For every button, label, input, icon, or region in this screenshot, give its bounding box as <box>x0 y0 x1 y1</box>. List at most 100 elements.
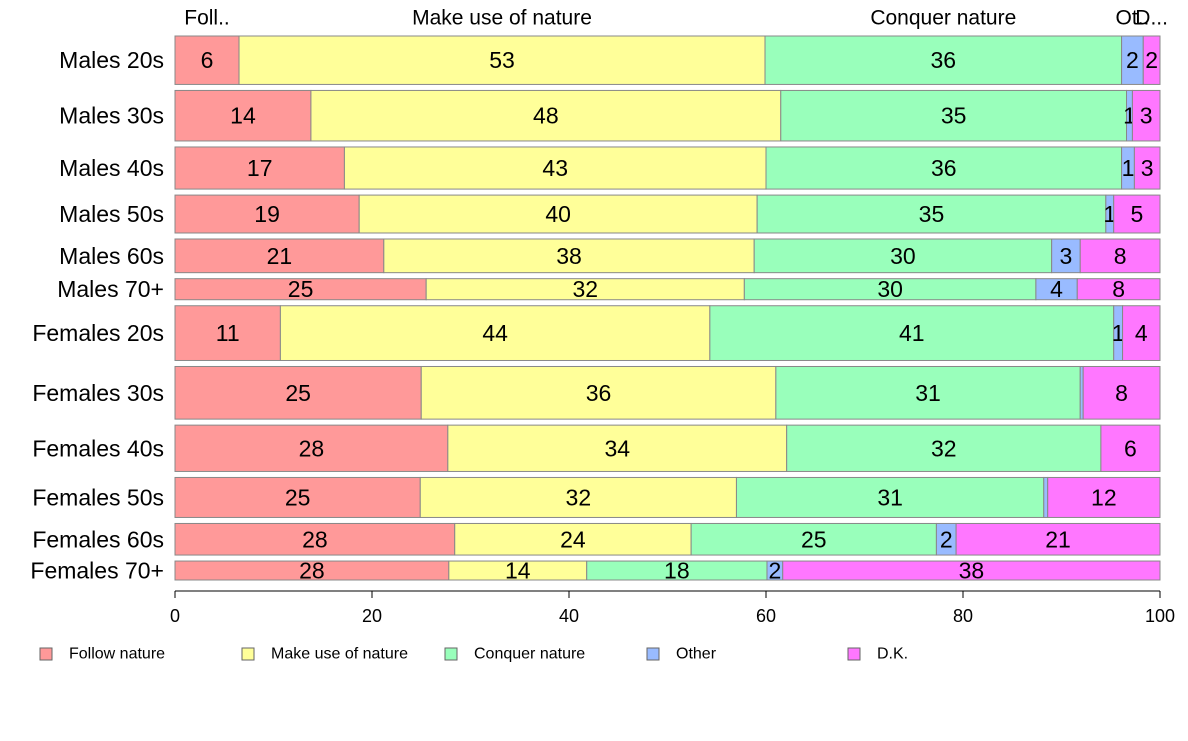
bar-segment-conquer-nature-females-20s <box>709 305 1115 361</box>
data-label-make-use-of-nature-females-20s: 44 <box>482 320 508 346</box>
legend-swatch-other <box>646 647 660 661</box>
data-label-conquer-nature-females-30s: 31 <box>915 380 941 406</box>
legend-swatch-d-k <box>847 647 861 661</box>
bar-segment-conquer-nature-males-60s <box>753 238 1053 274</box>
category-label-females-20s: Females 20s <box>32 320 164 346</box>
legend-label-follow-nature: Follow nature <box>69 646 165 663</box>
bar-segment-follow-nature-males-30s <box>174 89 312 142</box>
data-label-follow-nature-males-50s: 19 <box>254 201 280 227</box>
data-label-d-k-males-30s: 3 <box>1140 103 1153 129</box>
bar-segment-conquer-nature-males-40s <box>765 146 1123 190</box>
bar-segment-d-k-males-50s <box>1113 194 1161 234</box>
data-label-other-females-70: 2 <box>768 558 781 584</box>
bar-segment-d-k-males-20s <box>1142 35 1161 85</box>
data-label-other-males-50s: 1 <box>1103 201 1116 227</box>
data-label-make-use-of-nature-males-30s: 48 <box>533 103 559 129</box>
column-label-d-k: D... <box>1135 7 1168 30</box>
data-label-follow-nature-females-60s: 28 <box>302 526 328 552</box>
bar-segment-other-females-50s <box>1043 476 1049 518</box>
data-label-d-k-males-70: 8 <box>1112 276 1125 302</box>
data-label-d-k-males-50s: 5 <box>1130 201 1143 227</box>
data-label-make-use-of-nature-females-50s: 32 <box>566 484 592 510</box>
data-label-other-males-40s: 1 <box>1122 155 1135 181</box>
bar-segment-d-k-males-40s <box>1133 146 1161 190</box>
legend-swatch-conquer-nature <box>444 647 458 661</box>
column-label-make-use-of-nature: Make use of nature <box>412 7 592 30</box>
category-label-females-70: Females 70+ <box>30 558 164 584</box>
bar-segment-make-use-of-nature-females-20s <box>279 305 711 361</box>
data-label-conquer-nature-males-40s: 36 <box>931 155 957 181</box>
data-label-other-females-20s: 1 <box>1112 320 1125 346</box>
data-label-d-k-females-30s: 8 <box>1115 380 1128 406</box>
bar-segment-follow-nature-females-40s <box>174 424 449 472</box>
bar-segment-make-use-of-nature-males-50s <box>358 194 758 234</box>
bar-segment-follow-nature-females-30s <box>174 365 422 420</box>
bar-segment-conquer-nature-males-30s <box>780 89 1128 142</box>
bar-segment-conquer-nature-males-20s <box>764 35 1123 85</box>
bar-segment-d-k-females-30s <box>1082 365 1161 420</box>
bar-segment-other-males-60s <box>1051 238 1081 274</box>
data-label-make-use-of-nature-males-40s: 43 <box>542 155 568 181</box>
bar-segment-d-k-females-70 <box>782 560 1161 581</box>
bar-segment-d-k-males-30s <box>1131 89 1161 142</box>
data-label-d-k-females-60s: 21 <box>1045 526 1071 552</box>
category-label-females-30s: Females 30s <box>32 380 164 406</box>
data-label-follow-nature-males-70: 25 <box>288 276 314 302</box>
data-label-d-k-females-70: 38 <box>959 558 985 584</box>
data-label-make-use-of-nature-males-20s: 53 <box>489 47 515 73</box>
data-label-follow-nature-males-60s: 21 <box>267 243 293 269</box>
bar-segment-follow-nature-males-40s <box>174 146 345 190</box>
data-label-conquer-nature-males-30s: 35 <box>941 103 967 129</box>
column-label-follow-nature: Foll.. <box>184 7 230 30</box>
bar-segment-d-k-females-60s <box>955 522 1161 556</box>
data-label-make-use-of-nature-females-60s: 24 <box>560 526 586 552</box>
data-label-conquer-nature-females-60s: 25 <box>801 526 827 552</box>
data-label-d-k-females-50s: 12 <box>1091 484 1117 510</box>
bar-segment-d-k-males-70 <box>1076 278 1161 301</box>
bar-segment-make-use-of-nature-females-30s <box>420 365 777 420</box>
data-label-d-k-males-20s: 2 <box>1145 47 1158 73</box>
legend-swatch-make-use-of-nature <box>241 647 255 661</box>
legend-label-d-k: D.K. <box>877 646 908 663</box>
bar-segment-d-k-females-20s <box>1122 305 1161 361</box>
x-tick-label-60: 60 <box>756 606 776 626</box>
category-label-males-20s: Males 20s <box>59 47 164 73</box>
data-label-follow-nature-males-40s: 17 <box>247 155 273 181</box>
data-label-other-males-70: 4 <box>1050 276 1063 302</box>
data-label-follow-nature-females-20s: 11 <box>216 320 240 346</box>
data-label-make-use-of-nature-males-50s: 40 <box>545 201 571 227</box>
bar-segment-follow-nature-males-50s <box>174 194 360 234</box>
data-label-other-females-60s: 2 <box>940 526 953 552</box>
x-tick-label-40: 40 <box>559 606 579 626</box>
category-label-males-40s: Males 40s <box>59 155 164 181</box>
data-label-follow-nature-females-40s: 28 <box>299 435 325 461</box>
category-label-males-50s: Males 50s <box>59 201 164 227</box>
column-label-other: Ot.. <box>1115 7 1149 30</box>
category-label-females-50s: Females 50s <box>32 484 164 510</box>
data-label-d-k-females-20s: 4 <box>1135 320 1148 346</box>
bar-segment-make-use-of-nature-females-40s <box>447 424 788 472</box>
bar-segment-conquer-nature-females-30s <box>775 365 1081 420</box>
x-tick-label-0: 0 <box>170 606 180 626</box>
data-label-other-males-60s: 3 <box>1060 243 1073 269</box>
category-label-males-60s: Males 60s <box>59 243 164 269</box>
x-tick-label-80: 80 <box>953 606 973 626</box>
data-label-conquer-nature-males-70: 30 <box>877 276 903 302</box>
x-tick-label-20: 20 <box>362 606 382 626</box>
data-label-make-use-of-nature-females-30s: 36 <box>586 380 612 406</box>
data-label-conquer-nature-females-40s: 32 <box>931 435 957 461</box>
bar-segment-d-k-females-40s <box>1100 424 1161 472</box>
data-label-d-k-males-40s: 3 <box>1141 155 1154 181</box>
legend-label-conquer-nature: Conquer nature <box>474 646 585 663</box>
data-label-conquer-nature-males-20s: 36 <box>931 47 957 73</box>
bar-segment-conquer-nature-females-60s <box>690 522 937 556</box>
bar-segment-make-use-of-nature-males-30s <box>310 89 782 142</box>
data-label-make-use-of-nature-males-60s: 38 <box>556 243 582 269</box>
category-label-males-70: Males 70+ <box>57 276 164 302</box>
bar-segment-make-use-of-nature-males-20s <box>238 35 766 85</box>
bar-segment-conquer-nature-males-50s <box>756 194 1107 234</box>
category-label-females-60s: Females 60s <box>32 526 164 552</box>
data-label-conquer-nature-females-70: 18 <box>664 558 690 584</box>
